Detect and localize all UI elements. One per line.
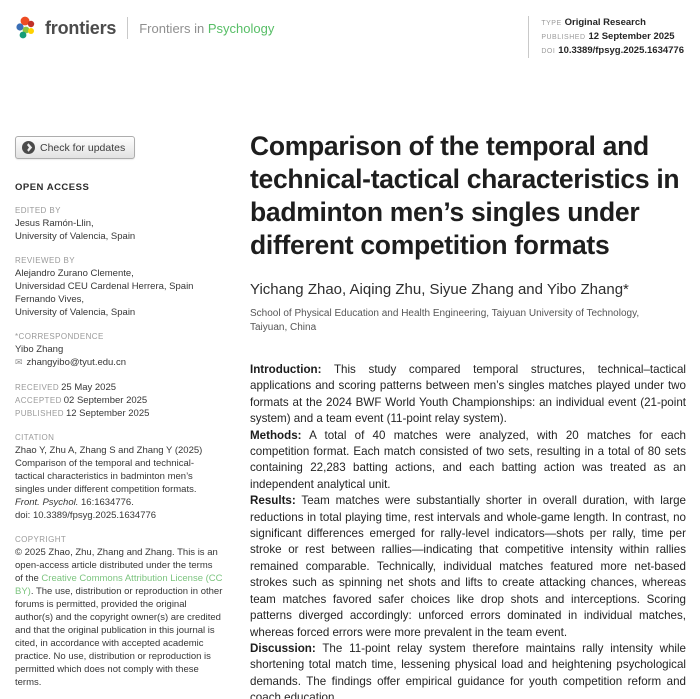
correspondence-email-link[interactable]: zhangyibo@tyut.edu.cn <box>26 357 126 368</box>
reviewer-name: Fernando Vives, <box>15 294 85 305</box>
abstract-discussion-label: Discussion: <box>250 641 316 655</box>
meta-type-value: Original Research <box>564 17 646 28</box>
check-for-updates-label: Check for updates <box>40 141 126 154</box>
abstract: Introduction: This study compared tempor… <box>250 362 686 699</box>
received-label: RECEIVED <box>15 383 60 392</box>
accepted-row: ACCEPTED 02 September 2025 <box>15 394 223 407</box>
edited-by-affiliation: University of Valencia, Spain <box>15 231 136 242</box>
citation-section: CITATION Zhao Y, Zhu A, Zhang S and Zhan… <box>15 432 223 522</box>
meta-doi-label: DOI <box>541 48 556 55</box>
page-header: frontiers Frontiers in Psychology TYPE Or… <box>0 0 700 58</box>
abstract-methods-label: Methods: <box>250 428 302 442</box>
abstract-methods: Methods: A total of 40 matches were anal… <box>250 428 686 494</box>
citation-journal: Front. Psychol. <box>15 497 79 508</box>
abstract-discussion-text: The 11-point relay system therefore main… <box>250 641 686 699</box>
copyright-pre: © 2025 Zhao, Zhu, Zhang and Zhang. This … <box>15 547 218 584</box>
article-title: Comparison of the temporal and technical… <box>250 131 680 260</box>
abstract-results-label: Results: <box>250 494 296 508</box>
citation-text: Zhao Y, Zhu A, Zhang S and Zhang Y (2025… <box>15 444 223 522</box>
edited-by-label: EDITED BY <box>15 206 61 215</box>
meta-published-row: PUBLISHED 12 September 2025 <box>541 30 684 44</box>
correspondence-section: *CORRESPONDENCE Yibo Zhang ✉ zhangyibo@t… <box>15 331 223 369</box>
citation-volume: 16:1634776. <box>78 497 134 508</box>
edited-by-name: Jesus Ramón-Llin, <box>15 218 94 229</box>
cc-license-link[interactable]: Creative Commons Attribution License (CC… <box>15 573 223 597</box>
meta-type-row: TYPE Original Research <box>541 16 684 30</box>
copyright-text: © 2025 Zhao, Zhu, Zhang and Zhang. This … <box>15 546 223 689</box>
reviewer-name: Alejandro Zurano Clemente, <box>15 268 134 279</box>
open-access-heading: OPEN ACCESS <box>15 182 90 193</box>
citation-label: CITATION <box>15 433 55 442</box>
correspondence-label: *CORRESPONDENCE <box>15 332 104 341</box>
meta-published-value: 12 September 2025 <box>588 31 675 42</box>
journal-title: Frontiers in Psychology <box>139 21 274 36</box>
authors-line: Yichang Zhao, Aiqing Zhu, Siyue Zhang an… <box>250 281 629 298</box>
abstract-results-text: Team matches were substantially shorter … <box>250 494 686 639</box>
correspondence-name: Yibo Zhang <box>15 344 64 355</box>
received-row: RECEIVED 25 May 2025 <box>15 381 223 394</box>
mail-icon: ✉ <box>15 357 23 367</box>
accepted-label: ACCEPTED <box>15 396 62 405</box>
copyright-label: COPYRIGHT <box>15 535 67 544</box>
brand-block: frontiers Frontiers in Psychology <box>14 15 274 41</box>
meta-doi-row: DOI 10.3389/fpsyg.2025.1634776 <box>541 44 684 58</box>
article-meta-block: TYPE Original Research PUBLISHED 12 Septem… <box>528 16 684 58</box>
check-for-updates-button[interactable]: Check for updates <box>15 136 136 159</box>
accepted-value: 02 September 2025 <box>63 395 148 406</box>
abstract-discussion: Discussion: The 11-point relay system th… <box>250 641 686 699</box>
abstract-results: Results: Team matches were substantially… <box>250 493 686 641</box>
dates-section: RECEIVED 25 May 2025 ACCEPTED 02 September… <box>15 381 223 420</box>
crossmark-icon <box>22 141 35 154</box>
affiliation-line: School of Physical Education and Health … <box>250 308 640 333</box>
reviewed-by-section: REVIEWED BY Alejandro Zurano Clemente, U… <box>15 255 223 319</box>
citation-doi: doi: 10.3389/fpsyg.2025.1634776 <box>15 510 157 521</box>
abstract-methods-text: A total of 40 matches were analyzed, wit… <box>250 428 686 491</box>
edited-by-section: EDITED BY Jesus Ramón-Llin, University o… <box>15 205 223 243</box>
copyright-section: COPYRIGHT © 2025 Zhao, Zhu, Zhang and Zh… <box>15 534 223 689</box>
published-label: PUBLISHED <box>15 409 64 418</box>
brand-divider <box>127 17 129 39</box>
journal-prefix: Frontiers in <box>139 20 208 36</box>
citation-body: Zhao Y, Zhu A, Zhang S and Zhang Y (2025… <box>15 445 203 495</box>
meta-type-label: TYPE <box>541 20 562 27</box>
brand-name: frontiers <box>45 17 117 38</box>
journal-name-link[interactable]: Psychology <box>207 20 275 36</box>
published-value: 12 September 2025 <box>65 408 150 419</box>
meta-published-label: PUBLISHED <box>541 34 586 41</box>
abstract-introduction: Introduction: This study compared tempor… <box>250 362 686 428</box>
sidebar: Check for updates OPEN ACCESS EDITED BY … <box>15 136 223 689</box>
article-main: Comparison of the temporal and technical… <box>250 130 686 699</box>
received-value: 25 May 2025 <box>61 382 117 393</box>
abstract-introduction-text: This study compared temporal structures,… <box>250 363 686 426</box>
reviewer-affiliation: University of Valencia, Spain <box>15 307 136 318</box>
reviewed-by-label: REVIEWED BY <box>15 256 75 265</box>
published-row: PUBLISHED 12 September 2025 <box>15 407 223 420</box>
abstract-introduction-label: Introduction: <box>250 363 322 376</box>
copyright-post: . The use, distribution or reproduction … <box>15 586 223 688</box>
meta-doi-value: 10.3389/fpsyg.2025.1634776 <box>558 45 684 56</box>
frontiers-logo-icon <box>16 16 35 39</box>
reviewer-affiliation: Universidad CEU Cardenal Herrera, Spain <box>15 281 194 292</box>
